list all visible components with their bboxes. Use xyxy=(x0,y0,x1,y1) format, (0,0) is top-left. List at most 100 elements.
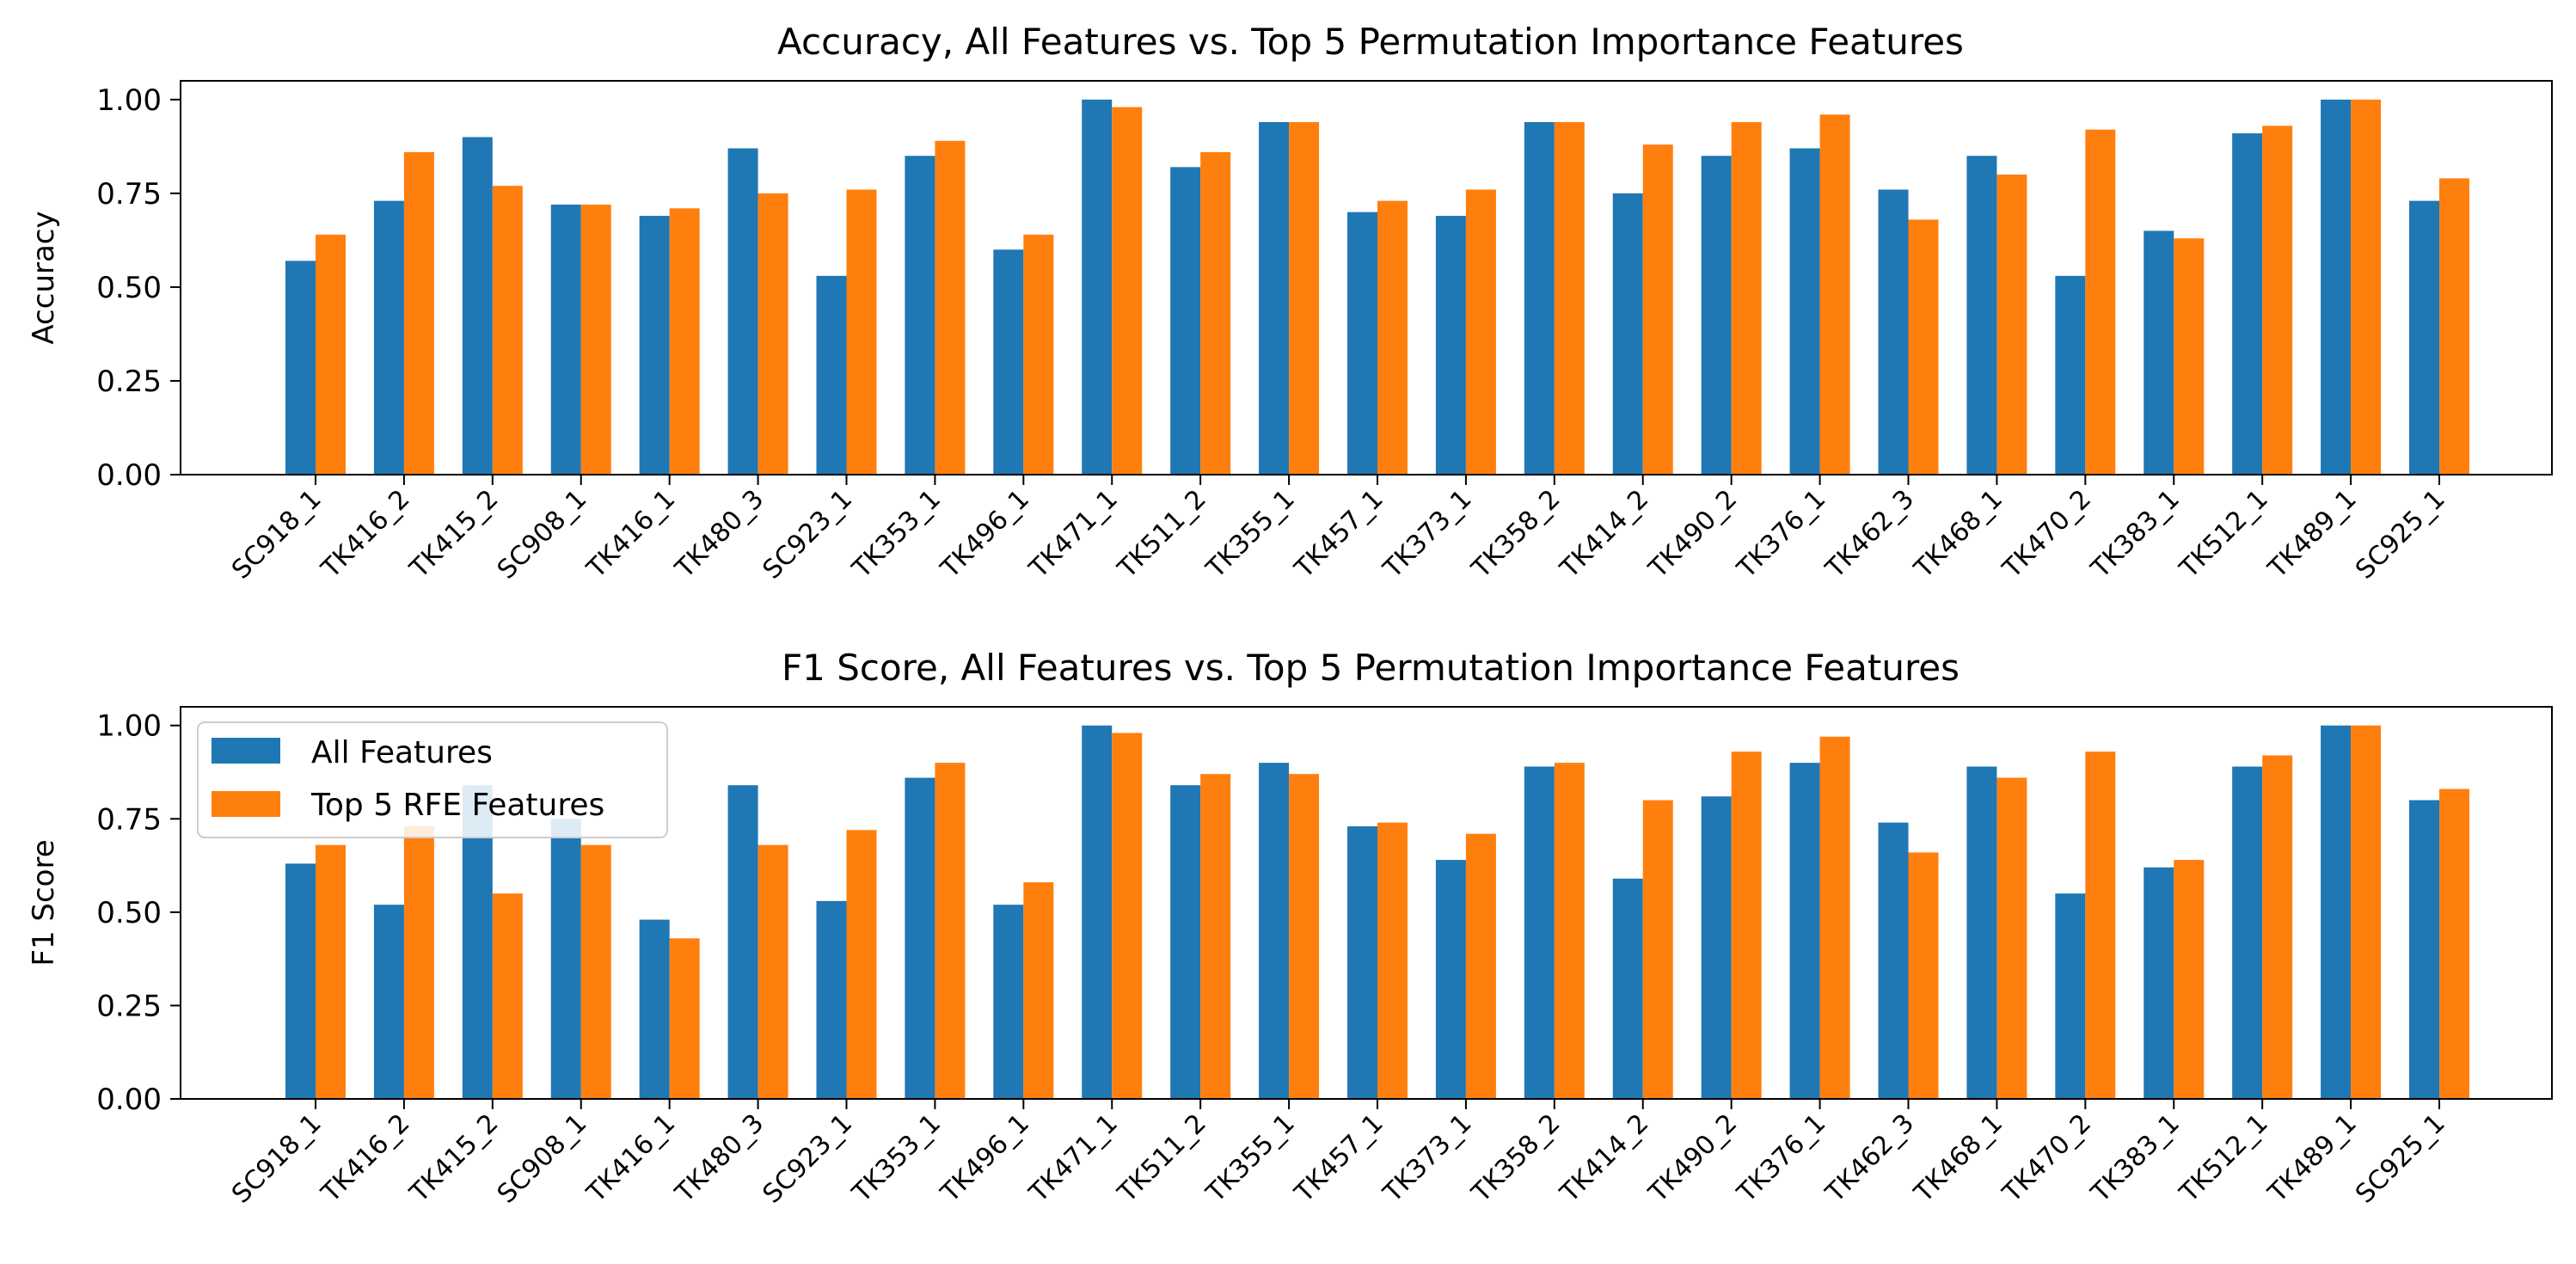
accuracy-bar-all-features xyxy=(993,249,1024,475)
f1-bar-all-features xyxy=(1878,822,1909,1099)
accuracy-bar-top5 xyxy=(316,234,346,475)
legend-swatch-all-features xyxy=(212,738,280,764)
accuracy-bar-top5 xyxy=(2351,99,2382,475)
f1-bar-all-features xyxy=(905,777,935,1099)
accuracy-bar-all-features xyxy=(2055,275,2086,475)
f1-bar-all-features xyxy=(993,905,1024,1099)
f1-bar-top5 xyxy=(1289,774,1320,1099)
f1-bar-all-features xyxy=(2409,800,2439,1099)
f1-bar-all-features xyxy=(2055,893,2086,1099)
f1-bar-top5 xyxy=(757,844,788,1099)
accuracy-bar-top5 xyxy=(1023,234,1054,475)
f1-bar-top5 xyxy=(580,844,611,1099)
accuracy-ytick-label: 0.50 xyxy=(96,271,162,305)
f1-bar-all-features xyxy=(1170,785,1201,1099)
accuracy-bar-all-features xyxy=(2144,230,2174,475)
f1-bar-all-features xyxy=(2321,725,2352,1099)
accuracy-bar-all-features xyxy=(2321,99,2352,475)
legend-label-all-features: All Features xyxy=(311,735,493,770)
accuracy-bar-all-features xyxy=(1170,167,1201,475)
accuracy-bar-top5 xyxy=(2439,178,2469,475)
f1-bar-top5 xyxy=(1023,882,1054,1099)
accuracy-ytick-label: 0.00 xyxy=(96,458,162,493)
f1-bar-top5 xyxy=(492,893,523,1099)
f1-bar-all-features xyxy=(1966,766,1997,1099)
f1-ytick-label: 0.75 xyxy=(96,802,162,837)
f1-bar-top5 xyxy=(1465,833,1496,1099)
f1-bar-all-features xyxy=(2232,766,2263,1099)
accuracy-chart-title: Accuracy, All Features vs. Top 5 Permuta… xyxy=(777,21,1964,63)
f1-chart-title: F1 Score, All Features vs. Top 5 Permuta… xyxy=(782,647,1960,689)
f1-bar-top5 xyxy=(1377,822,1408,1099)
f1-y-axis-label: F1 Score xyxy=(27,839,61,966)
accuracy-ytick-label: 1.00 xyxy=(96,83,162,118)
f1-bar-top5 xyxy=(2085,752,2116,1099)
f1-bars xyxy=(285,725,2469,1099)
accuracy-bar-top5 xyxy=(2262,126,2293,475)
accuracy-bar-top5 xyxy=(1377,200,1408,475)
f1-bar-top5 xyxy=(316,844,346,1099)
f1-bar-top5 xyxy=(2351,725,2382,1099)
f1-bar-top5 xyxy=(669,938,700,1099)
accuracy-bars xyxy=(285,99,2469,476)
accuracy-y-ticks: 0.00 0.25 0.50 0.75 1.00 xyxy=(96,83,181,493)
accuracy-y-axis-label: Accuracy xyxy=(27,211,61,344)
f1-bar-all-features xyxy=(1347,825,1377,1099)
accuracy-bar-all-features xyxy=(1524,121,1555,476)
accuracy-bar-all-features xyxy=(1966,156,1997,476)
f1-bar-all-features xyxy=(2144,867,2174,1099)
f1-bar-all-features xyxy=(1701,796,1732,1099)
f1-bar-all-features xyxy=(727,785,758,1099)
f1-ytick-label: 0.50 xyxy=(96,896,162,930)
accuracy-bar-all-features xyxy=(1259,121,1290,476)
f1-bar-top5 xyxy=(2262,755,2293,1099)
accuracy-bar-all-features xyxy=(2232,133,2263,475)
accuracy-bar-all-features xyxy=(727,148,758,475)
accuracy-bar-all-features xyxy=(373,200,404,475)
f1-bar-all-features xyxy=(1259,763,1290,1099)
f1-bar-all-features xyxy=(1612,878,1643,1099)
accuracy-bar-top5 xyxy=(492,186,523,475)
f1-bar-all-features xyxy=(550,819,581,1099)
accuracy-bar-top5 xyxy=(1200,151,1231,475)
f1-chart: F1 Score, All Features vs. Top 5 Permuta… xyxy=(27,647,2553,1210)
f1-bar-all-features xyxy=(1789,763,1820,1099)
f1-bar-top5 xyxy=(1642,800,1673,1099)
f1-bar-all-features xyxy=(1082,725,1113,1099)
legend-box xyxy=(197,721,668,838)
f1-bar-all-features xyxy=(639,919,670,1099)
f1-bar-top5 xyxy=(1996,777,2027,1099)
accuracy-bar-top5 xyxy=(1996,175,2027,476)
accuracy-bar-all-features xyxy=(1082,99,1113,475)
accuracy-plot-frame xyxy=(180,80,2553,476)
f1-bar-top5 xyxy=(2439,788,2469,1099)
accuracy-ytick-label: 0.75 xyxy=(96,177,162,212)
accuracy-bar-all-features xyxy=(1701,156,1732,476)
accuracy-bar-all-features xyxy=(905,156,935,476)
f1-bar-top5 xyxy=(1112,733,1143,1099)
accuracy-bar-all-features xyxy=(1878,189,1909,475)
legend: All Features Top 5 RFE Features xyxy=(197,721,668,838)
accuracy-bar-top5 xyxy=(1465,189,1496,475)
accuracy-bar-all-features xyxy=(1789,148,1820,475)
f1-bar-top5 xyxy=(403,825,434,1099)
legend-label-top5-rfe: Top 5 RFE Features xyxy=(310,788,604,823)
accuracy-bar-top5 xyxy=(403,151,434,475)
accuracy-bar-all-features xyxy=(285,261,316,475)
f1-ytick-label: 0.00 xyxy=(96,1083,162,1117)
accuracy-bar-top5 xyxy=(757,193,788,476)
accuracy-bar-all-features xyxy=(1612,193,1643,476)
f1-ytick-label: 0.25 xyxy=(96,989,162,1023)
f1-ytick-label: 1.00 xyxy=(96,709,162,744)
accuracy-bar-top5 xyxy=(1731,121,1762,476)
f1-bar-top5 xyxy=(846,830,877,1099)
accuracy-bar-all-features xyxy=(1347,212,1377,476)
accuracy-bar-top5 xyxy=(1289,121,1320,476)
f1-bar-all-features xyxy=(285,863,316,1099)
accuracy-bar-top5 xyxy=(935,140,966,476)
accuracy-bar-all-features xyxy=(1435,216,1466,475)
accuracy-ytick-label: 0.25 xyxy=(96,365,162,399)
legend-swatch-top5-rfe xyxy=(212,791,280,817)
accuracy-bar-all-features xyxy=(639,216,670,475)
